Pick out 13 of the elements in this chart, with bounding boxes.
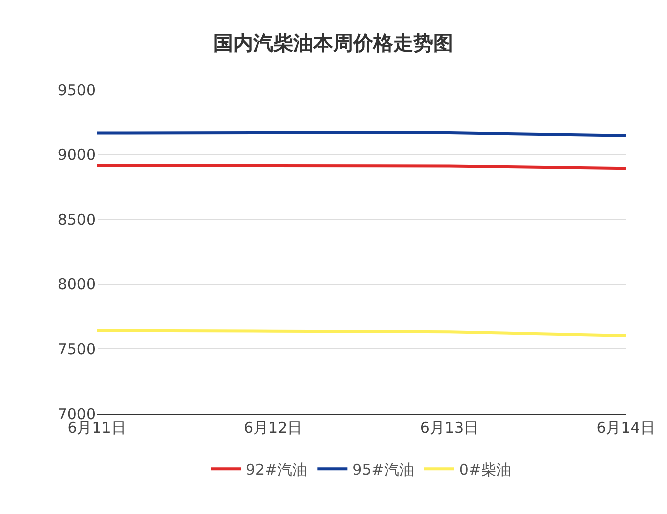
chart-title: 国内汽柴油本周价格走势图 <box>214 30 454 55</box>
y-tick-label: 8500 <box>58 210 96 229</box>
y-tick-label: 9500 <box>58 81 96 100</box>
legend-label: 0#柴油 <box>459 460 512 479</box>
legend-label: 92#汽油 <box>246 460 308 479</box>
legend-label: 95#汽油 <box>352 460 414 479</box>
y-tick-label: 9000 <box>58 146 96 164</box>
x-tick-label: 6月13日 <box>420 419 479 437</box>
x-tick-label: 6月14日 <box>596 419 656 437</box>
y-tick-label: 8000 <box>58 276 96 294</box>
x-tick-label: 6月11日 <box>68 419 126 437</box>
y-tick-label: 7500 <box>58 340 96 358</box>
x-tick-label: 6月12日 <box>244 419 303 437</box>
